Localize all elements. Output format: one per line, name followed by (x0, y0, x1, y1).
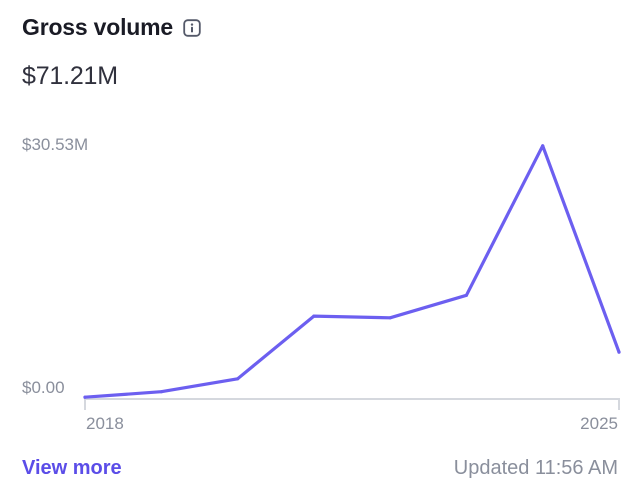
data-point (312, 314, 316, 318)
data-point (83, 395, 87, 399)
data-point (464, 293, 468, 297)
y-axis-min-label: $0.00 (22, 378, 65, 397)
y-axis-max-label: $30.53M (22, 135, 88, 154)
gross-volume-chart: $30.53M $0.00 2018 2025 (22, 135, 621, 433)
x-axis-end-label: 2025 (580, 414, 618, 433)
view-more-link[interactable]: View more (22, 457, 122, 479)
total-volume: $71.21M (22, 62, 118, 90)
data-point (236, 377, 240, 381)
data-point (388, 316, 392, 320)
card-title: Gross volume (22, 14, 173, 40)
info-icon[interactable] (183, 18, 201, 37)
data-point (159, 390, 163, 394)
x-axis-start-label: 2018 (86, 414, 124, 433)
data-point (617, 350, 621, 354)
series-layer (83, 144, 621, 399)
data-point (541, 144, 545, 148)
card-header: Gross volume (22, 14, 201, 41)
updated-timestamp: Updated 11:56 AM (453, 457, 618, 479)
series-line-0 (83, 144, 621, 399)
